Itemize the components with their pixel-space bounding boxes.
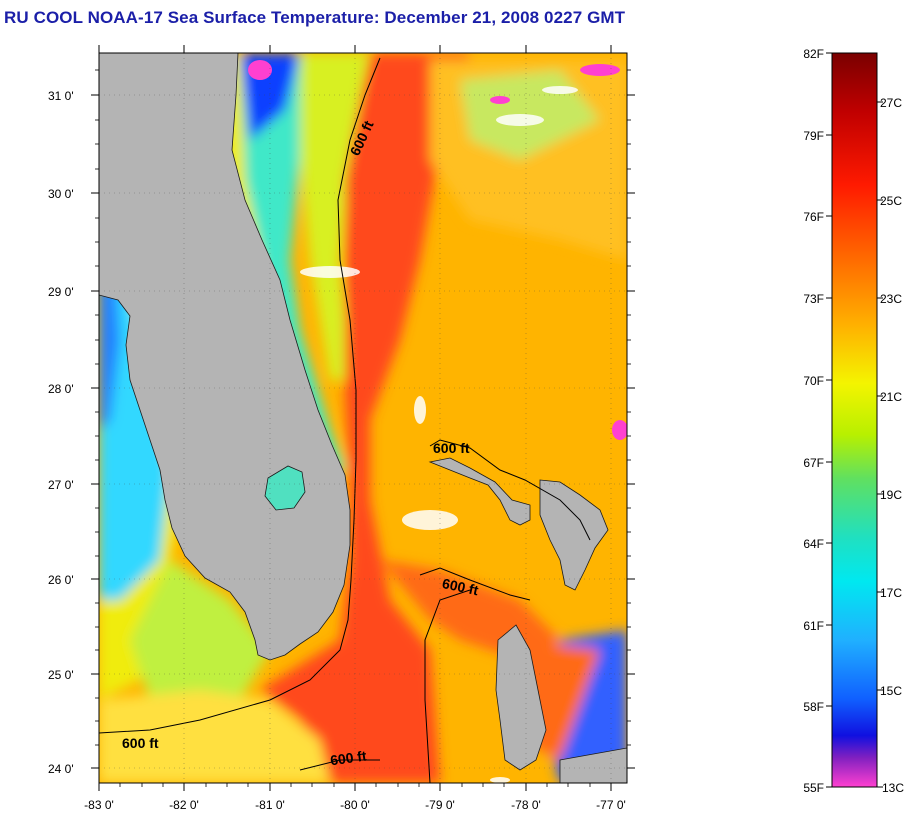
- lat-tick-label: 28 0': [48, 382, 74, 396]
- florida-bay-water: [130, 560, 270, 700]
- andros-island: [495, 624, 547, 771]
- color-scale-bar: [831, 52, 878, 788]
- contour-label: 600 ft: [329, 747, 368, 768]
- celsius-label: 23C: [880, 292, 902, 306]
- fahrenheit-label: 64F: [803, 537, 824, 551]
- celsius-label: 19C: [880, 488, 902, 502]
- celsius-labels: 27C 25C 23C 21C 19C 17C 15C 13C: [880, 96, 904, 795]
- florida-straits: [99, 690, 330, 783]
- celsius-label: 13C: [882, 781, 904, 795]
- fahrenheit-label: 73F: [803, 292, 824, 306]
- celsius-label: 25C: [880, 194, 902, 208]
- lat-tick-label: 24 0': [48, 762, 74, 776]
- fahrenheit-label: 76F: [803, 210, 824, 224]
- celsius-label: 27C: [880, 96, 902, 110]
- page-title: RU COOL NOAA-17 Sea Surface Temperature:…: [4, 8, 626, 27]
- lat-tick-label: 26 0': [48, 573, 74, 587]
- mid-shelf: [300, 53, 380, 380]
- fahrenheit-labels: 82F 79F 76F 73F 70F 67F 64F 61F 58F 55F: [803, 47, 824, 795]
- lat-tick-label: 30 0': [48, 187, 74, 201]
- fahrenheit-label: 67F: [803, 456, 824, 470]
- sst-image: [99, 53, 627, 783]
- lon-tick-label: -81 0': [255, 798, 285, 812]
- fahrenheit-label: 79F: [803, 129, 824, 143]
- fahrenheit-label: 55F: [803, 781, 824, 795]
- isobath-contours: [99, 57, 591, 783]
- lat-tick-label: 25 0': [48, 668, 74, 682]
- fahrenheit-label: 70F: [803, 374, 824, 388]
- lon-tick-label: -80 0': [340, 798, 370, 812]
- gulf-cold-water: [99, 260, 120, 430]
- celsius-label: 15C: [880, 684, 902, 698]
- contour-label: 600 ft: [122, 735, 159, 751]
- lon-tick-label: -83 0': [84, 798, 114, 812]
- grand-bahama: [428, 457, 531, 526]
- isobath-line-florida-east: [99, 57, 381, 734]
- minor-ticks: [95, 69, 631, 787]
- color-scale: 82F 79F 76F 73F 70F 67F 64F 61F 58F 55F …: [803, 47, 904, 795]
- graticule: [99, 53, 627, 783]
- gulf-stream: [260, 53, 470, 783]
- fahrenheit-label: 82F: [803, 47, 824, 61]
- lon-tick-label: -77 0': [596, 798, 626, 812]
- lon-tick-label: -78 0': [511, 798, 541, 812]
- lon-tick-label: -82 0': [169, 798, 199, 812]
- fahrenheit-label: 61F: [803, 619, 824, 633]
- isobath-line-south: [299, 759, 380, 771]
- isobath-line-bahamas: [429, 439, 591, 541]
- east-coast-nearshore: [240, 53, 345, 480]
- map-frame: [98, 52, 628, 784]
- latitude-labels: 31 0' 30 0' 29 0' 28 0' 27 0' 26 0' 25 0…: [48, 89, 74, 776]
- longitude-labels: -83 0' -82 0' -81 0' -80 0' -79 0' -78 0…: [84, 798, 626, 812]
- lat-tick-label: 27 0': [48, 478, 74, 492]
- cold-cloud-edges: [248, 60, 627, 440]
- lat-tick-label: 31 0': [48, 89, 74, 103]
- lake-okeechobee: [264, 465, 306, 511]
- celsius-label: 21C: [880, 390, 902, 404]
- color-scale-ticks: [826, 52, 883, 788]
- land: [99, 53, 627, 783]
- contour-label: 600 ft: [433, 440, 470, 456]
- cuba-coast: [559, 747, 627, 783]
- contour-label: 600 ft: [441, 575, 480, 598]
- cloud-patches: [300, 86, 578, 783]
- celsius-label: 17C: [880, 586, 902, 600]
- axis-ticks: [91, 45, 635, 791]
- abaco-island: [539, 479, 609, 591]
- lat-tick-label: 29 0': [48, 285, 74, 299]
- isobath-line-straits: [419, 567, 531, 783]
- fahrenheit-label: 58F: [803, 700, 824, 714]
- lon-tick-label: -79 0': [425, 798, 455, 812]
